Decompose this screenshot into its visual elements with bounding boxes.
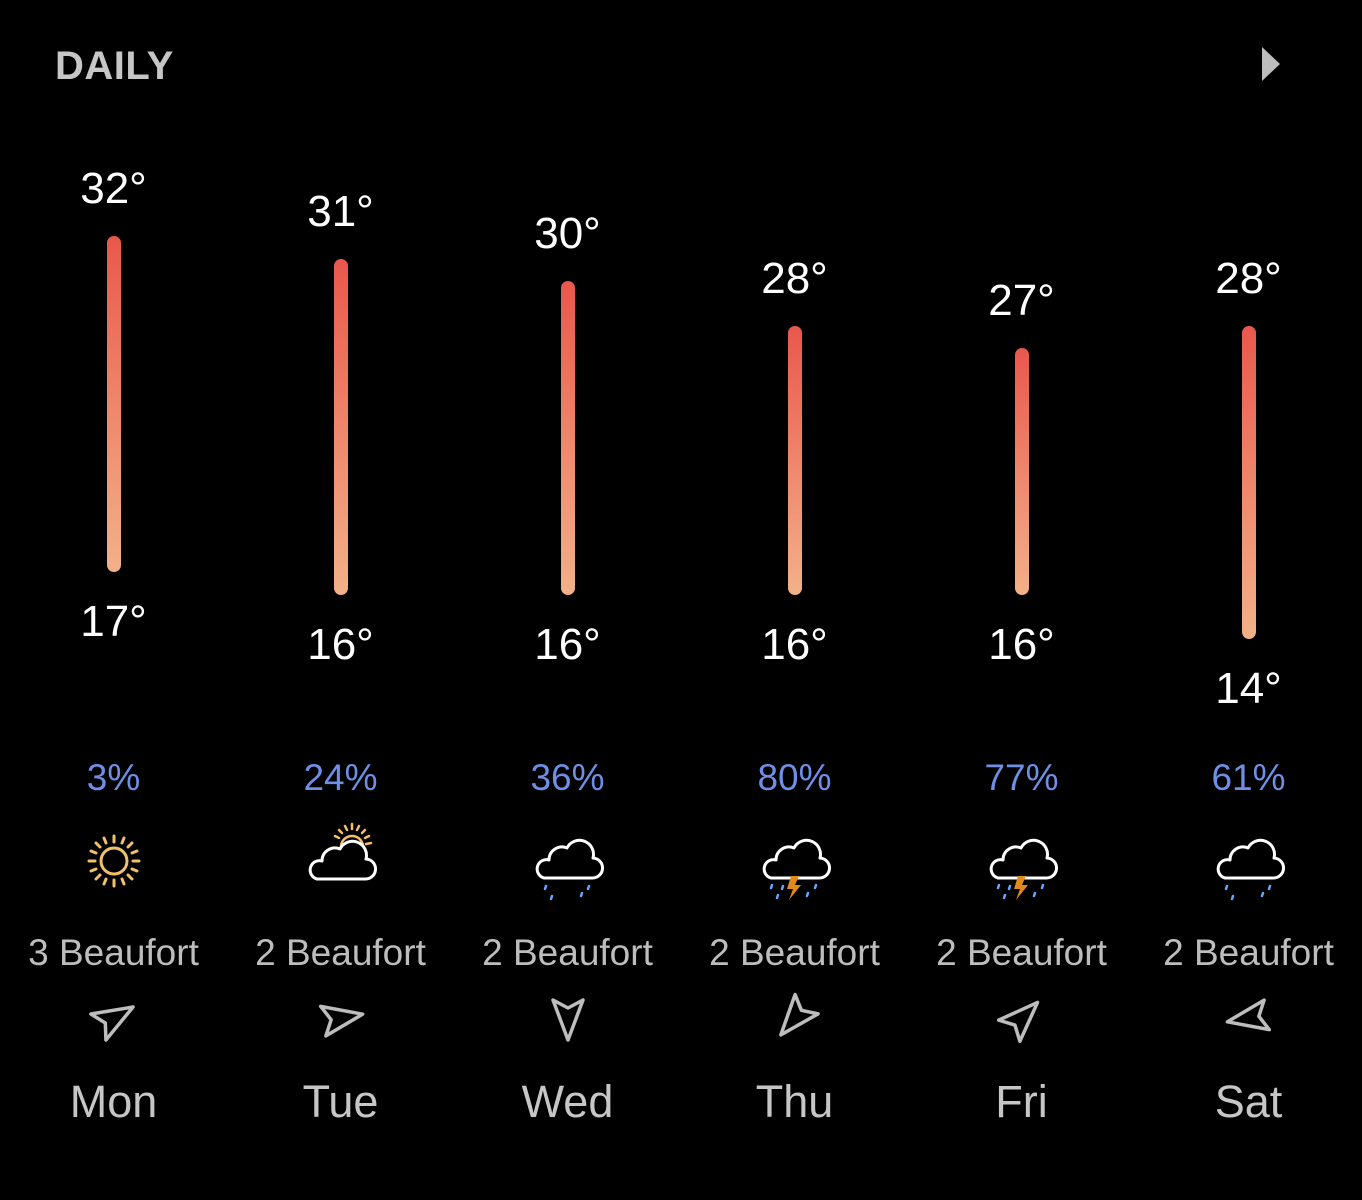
temperature-range-bar xyxy=(1242,326,1256,639)
temperature-range-bar xyxy=(334,259,348,595)
high-temperature: 28° xyxy=(761,254,828,303)
wind-direction-arrow-icon xyxy=(996,1000,1040,1044)
wind-direction-arrow-icon xyxy=(551,998,585,1042)
low-temperature: 16° xyxy=(534,620,601,669)
thunderstorm-icon xyxy=(989,838,1058,900)
temperature-range-bar xyxy=(561,281,575,595)
high-temperature: 30° xyxy=(534,209,601,258)
day-label: Tue xyxy=(302,1076,379,1127)
wind-speed: 3 Beaufort xyxy=(28,932,199,973)
sun-icon xyxy=(87,834,141,888)
day-column-fri[interactable]: 27° 16° 77% 2 Beaufort Fri xyxy=(908,0,1135,1200)
high-temperature: 28° xyxy=(1215,254,1282,303)
day-column-wed[interactable]: 30° 16° 36% 2 Beaufort Wed xyxy=(454,0,681,1200)
wind-speed: 2 Beaufort xyxy=(482,932,653,973)
low-temperature: 16° xyxy=(988,620,1055,669)
day-label: Wed xyxy=(521,1076,614,1127)
wind-speed: 2 Beaufort xyxy=(936,932,1107,973)
wind-direction-arrow-icon xyxy=(779,992,820,1037)
low-temperature: 14° xyxy=(1215,664,1282,713)
day-column-thu[interactable]: 28° 16° 80% 2 Beaufort Thu xyxy=(681,0,908,1200)
day-column-tue[interactable]: 31° 16° 24% 2 Beaufort Tue xyxy=(227,0,454,1200)
precipitation-chance: 77% xyxy=(984,757,1059,798)
thunderstorm-icon xyxy=(762,838,831,900)
wind-speed: 2 Beaufort xyxy=(1163,932,1334,973)
precipitation-chance: 80% xyxy=(757,757,832,798)
wind-speed: 2 Beaufort xyxy=(255,932,426,973)
precipitation-chance: 24% xyxy=(303,757,378,798)
temperature-range-bar xyxy=(788,326,802,595)
precipitation-chance: 3% xyxy=(86,757,141,798)
high-temperature: 32° xyxy=(80,164,147,213)
rain-cloud-icon xyxy=(535,838,604,901)
day-column-mon[interactable]: 32° 17° 3% xyxy=(0,0,227,1200)
wind-direction-arrow-icon xyxy=(318,1004,365,1038)
day-label: Fri xyxy=(995,1076,1048,1127)
day-label: Sat xyxy=(1214,1076,1283,1127)
header-title: DAILY xyxy=(55,44,174,88)
partly-cloudy-icon xyxy=(308,822,377,881)
day-label: Thu xyxy=(755,1076,834,1127)
temperature-range-bar xyxy=(1015,348,1029,595)
wind-direction-arrow-icon xyxy=(89,1005,135,1042)
low-temperature: 16° xyxy=(761,620,828,669)
precipitation-chance: 61% xyxy=(1211,757,1286,798)
low-temperature: 17° xyxy=(80,597,147,646)
triangle-right-icon[interactable] xyxy=(1262,47,1280,81)
day-column-sat[interactable]: 28° 14° 61% 2 Beaufort Sat xyxy=(1135,0,1362,1200)
temperature-range-bar xyxy=(107,236,121,572)
rain-cloud-icon xyxy=(1216,838,1285,901)
wind-speed: 2 Beaufort xyxy=(709,932,880,973)
day-label: Mon xyxy=(69,1076,158,1127)
high-temperature: 27° xyxy=(988,276,1055,325)
high-temperature: 31° xyxy=(307,187,374,236)
wind-direction-arrow-icon xyxy=(1225,998,1272,1032)
precipitation-chance: 36% xyxy=(530,757,605,798)
low-temperature: 16° xyxy=(307,620,374,669)
